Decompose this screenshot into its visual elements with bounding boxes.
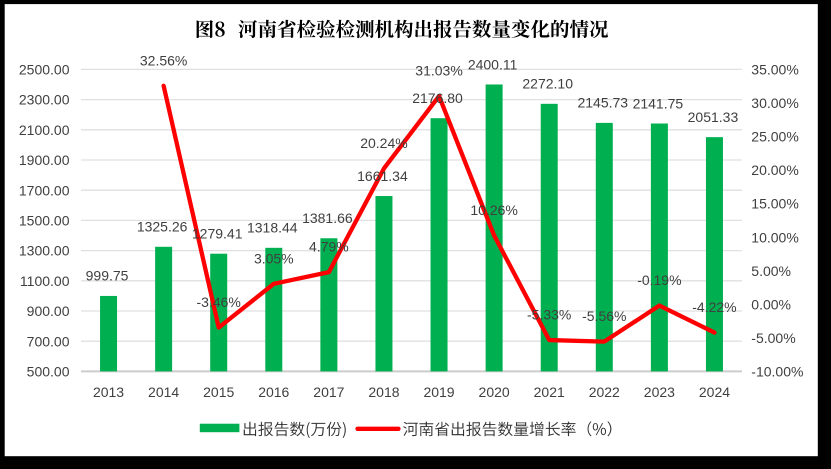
svg-text:1325.26: 1325.26 (137, 219, 188, 235)
svg-text:15.00%: 15.00% (751, 196, 798, 212)
svg-text:35.00%: 35.00% (751, 62, 798, 78)
svg-text:1100.00: 1100.00 (20, 273, 70, 289)
svg-text:1700.00: 1700.00 (19, 182, 70, 198)
svg-text:-5.00%: -5.00% (751, 330, 795, 346)
svg-text:3.05%: 3.05% (254, 250, 294, 266)
svg-text:0.00%: 0.00% (751, 296, 791, 312)
svg-text:2145.73: 2145.73 (577, 95, 628, 111)
svg-text:32.56%: 32.56% (140, 52, 187, 68)
svg-text:1500.00: 1500.00 (19, 213, 70, 229)
svg-text:-5.56%: -5.56% (582, 308, 626, 324)
svg-text:2015: 2015 (203, 384, 234, 400)
svg-text:2013: 2013 (93, 384, 124, 400)
svg-text:5.00%: 5.00% (751, 263, 791, 279)
svg-text:20.00%: 20.00% (751, 162, 798, 178)
svg-text:1279.41: 1279.41 (192, 226, 243, 242)
svg-text:1900.00: 1900.00 (19, 152, 70, 168)
svg-text:2022: 2022 (589, 384, 620, 400)
svg-text:2500.00: 2500.00 (19, 62, 70, 78)
svg-text:2100.00: 2100.00 (19, 122, 70, 138)
svg-text:1661.34: 1661.34 (357, 168, 408, 184)
svg-text:2272.10: 2272.10 (522, 76, 573, 92)
svg-text:1381.66: 1381.66 (302, 210, 353, 226)
svg-text:500.00: 500.00 (27, 364, 70, 380)
svg-text:20.24%: 20.24% (360, 135, 407, 151)
svg-text:31.03%: 31.03% (415, 63, 462, 79)
svg-text:2018: 2018 (368, 384, 399, 400)
svg-text:2016: 2016 (258, 384, 289, 400)
svg-text:-10.00%: -10.00% (751, 364, 803, 380)
svg-text:700.00: 700.00 (27, 333, 70, 349)
svg-text:2400.11: 2400.11 (468, 56, 518, 72)
svg-text:2019: 2019 (423, 384, 454, 400)
svg-text:2017: 2017 (313, 384, 344, 400)
svg-text:-4.22%: -4.22% (692, 299, 736, 315)
svg-text:1318.44: 1318.44 (247, 220, 298, 236)
svg-text:2014: 2014 (148, 384, 179, 400)
svg-text:10.00%: 10.00% (751, 229, 798, 245)
svg-text:900.00: 900.00 (27, 303, 70, 319)
svg-text:1300.00: 1300.00 (19, 243, 70, 259)
svg-text:2024: 2024 (699, 384, 730, 400)
svg-text:2051.33: 2051.33 (688, 109, 739, 125)
svg-text:10.26%: 10.26% (470, 202, 517, 218)
svg-text:-0.19%: -0.19% (637, 272, 681, 288)
svg-text:-5.33%: -5.33% (527, 307, 571, 323)
svg-text:25.00%: 25.00% (751, 129, 798, 145)
svg-text:2021: 2021 (534, 384, 565, 400)
svg-text:30.00%: 30.00% (751, 95, 798, 111)
svg-text:2023: 2023 (644, 384, 675, 400)
svg-text:-3.46%: -3.46% (197, 294, 241, 310)
svg-text:2141.75: 2141.75 (633, 95, 684, 111)
svg-text:999.75: 999.75 (86, 268, 129, 284)
svg-text:2020: 2020 (479, 384, 510, 400)
svg-text:4.79%: 4.79% (309, 239, 349, 255)
svg-text:2300.00: 2300.00 (19, 92, 70, 108)
svg-text:2176.80: 2176.80 (412, 90, 463, 106)
